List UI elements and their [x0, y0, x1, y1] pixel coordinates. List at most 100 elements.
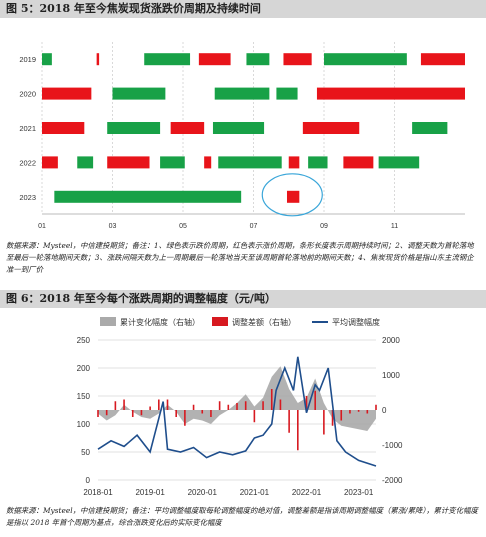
y-left-tick-label: 200	[77, 364, 91, 373]
x-tick-label: 11	[391, 223, 398, 230]
bar-adjustment	[192, 404, 195, 410]
bar-adjustment	[236, 403, 238, 410]
chart-timeline: 01 03 05 07 09 11 2019 2020 2021 2022 2023	[19, 42, 465, 230]
bar-adjustment	[114, 401, 117, 410]
bar-adjustment	[123, 399, 125, 410]
bar-adjustment	[218, 401, 221, 410]
bar-adjustment	[253, 410, 256, 423]
x-tick-label: 01	[38, 223, 46, 230]
x-tick-label: 07	[250, 223, 258, 230]
timeline-segment-up	[286, 190, 300, 203]
bar-adjustment	[349, 410, 351, 414]
timeline-segment-down	[308, 156, 328, 169]
timeline-segment-down	[54, 190, 242, 203]
figure5-source: 数据来源：Mysteel，中信建投期货；备注：1、绿色表示跌价周期，红色表示涨价…	[6, 241, 474, 274]
y-right-tick-label: 1000	[382, 371, 400, 380]
bar-adjustment	[366, 410, 369, 414]
bar-adjustment	[149, 406, 151, 410]
timeline-segment-up	[288, 156, 300, 169]
timeline-segment-up	[170, 122, 205, 134]
timeline-segment-down	[212, 122, 265, 134]
bar-adjustment	[97, 410, 99, 417]
x-tick-label: 05	[179, 223, 187, 230]
x-tick-label: 2019-01	[135, 488, 165, 497]
timeline-segment-down	[144, 53, 191, 66]
x-tick-label: 2022-01	[292, 488, 322, 497]
bar-adjustment	[297, 410, 299, 451]
x-tick-label: 2021-01	[240, 488, 270, 497]
timeline-segment-down	[77, 156, 94, 169]
figure6-title: 图 6：2018 年至今每个涨跌周期的调整幅度（元/吨）	[0, 290, 486, 308]
timeline-segment-up	[302, 122, 360, 134]
timeline-segment-up	[316, 87, 465, 100]
bar-adjustment	[227, 404, 230, 410]
timeline-segment-up	[198, 53, 231, 66]
chart-adjustment: 0 50 100 150 200 250 -2000 -1000 0 1000 2000 2018-0…	[77, 317, 403, 497]
bar-adjustment	[323, 410, 325, 435]
timeline-segment-down	[214, 87, 270, 100]
y-left-tick-label: 50	[81, 448, 90, 457]
x-tick-label: 2020-01	[188, 488, 218, 497]
bar-adjustment	[305, 396, 308, 410]
bar-adjustment	[201, 410, 204, 414]
row-label: 2023	[19, 193, 36, 202]
bar-adjustment	[279, 399, 282, 410]
highlight-ellipse	[261, 173, 323, 217]
bar-adjustment	[340, 410, 343, 421]
legend-label: 调整差额（右轴）	[232, 317, 296, 327]
figure6-source: 数据来源：Mysteel，中信建投期货；备注：平均调整幅度取每轮调整幅度的绝对值…	[6, 506, 478, 527]
y-left-tick-label: 250	[77, 336, 91, 345]
timeline-segment-down	[107, 122, 161, 134]
timeline-segment-down	[246, 53, 270, 66]
timeline-segment-up	[42, 122, 85, 134]
bar-adjustment	[262, 401, 264, 410]
timeline-segment-down	[412, 122, 448, 134]
timeline-segment-down	[276, 87, 298, 100]
y-right-tick-label: 0	[382, 406, 387, 415]
bar-adjustment	[140, 410, 143, 416]
y-left-tick-label: 150	[77, 392, 91, 401]
x-tick-label: 2023-01	[344, 488, 374, 497]
timeline-segment-up	[42, 87, 92, 100]
bar-adjustment	[184, 410, 186, 426]
figure5-title: 图 5：2018 年至今焦炭现货涨跌价周期及持续时间	[0, 0, 486, 18]
y-right-tick-label: -2000	[382, 476, 403, 485]
legend-label: 累计变化幅度（右轴）	[120, 317, 200, 327]
bar-adjustment	[244, 401, 247, 410]
bar-adjustment	[270, 389, 273, 410]
bar-adjustment	[375, 404, 377, 410]
y-left-tick-label: 0	[86, 476, 91, 485]
bar-adjustment	[288, 410, 290, 433]
y-right-tick-label: 2000	[382, 336, 400, 345]
bar-adjustment	[331, 410, 334, 426]
timeline-segment-down	[378, 156, 420, 169]
timeline-segment-up	[420, 53, 465, 66]
row-label: 2022	[19, 158, 36, 167]
timeline-segment-up	[107, 156, 150, 169]
timeline-segment-down	[160, 156, 185, 169]
timeline-segment-up	[96, 53, 100, 66]
timeline-segment-up	[343, 156, 374, 169]
timeline-segment-down	[324, 53, 407, 66]
x-tick-label: 09	[320, 223, 328, 230]
bar-adjustment	[166, 399, 169, 410]
timeline-segment-down	[42, 53, 52, 66]
timeline-segment-up	[283, 53, 312, 66]
x-tick-label: 03	[109, 223, 117, 230]
bar-adjustment	[357, 410, 360, 412]
row-label: 2021	[19, 124, 36, 133]
bar-adjustment	[105, 410, 108, 416]
bar-adjustment	[175, 410, 177, 417]
series-line-average	[97, 356, 377, 467]
row-label: 2020	[19, 90, 36, 99]
legend-swatch-bar	[212, 317, 228, 326]
y-left-tick-label: 100	[77, 420, 91, 429]
timeline-segment-up	[204, 156, 212, 169]
bar-adjustment	[131, 410, 134, 417]
legend-swatch-area	[100, 317, 116, 326]
y-right-tick-label: -1000	[382, 441, 403, 450]
series-area-cumulative	[98, 366, 376, 431]
timeline-segment-up	[42, 156, 58, 169]
bar-adjustment	[314, 390, 316, 410]
x-tick-label: 2018-01	[83, 488, 113, 497]
